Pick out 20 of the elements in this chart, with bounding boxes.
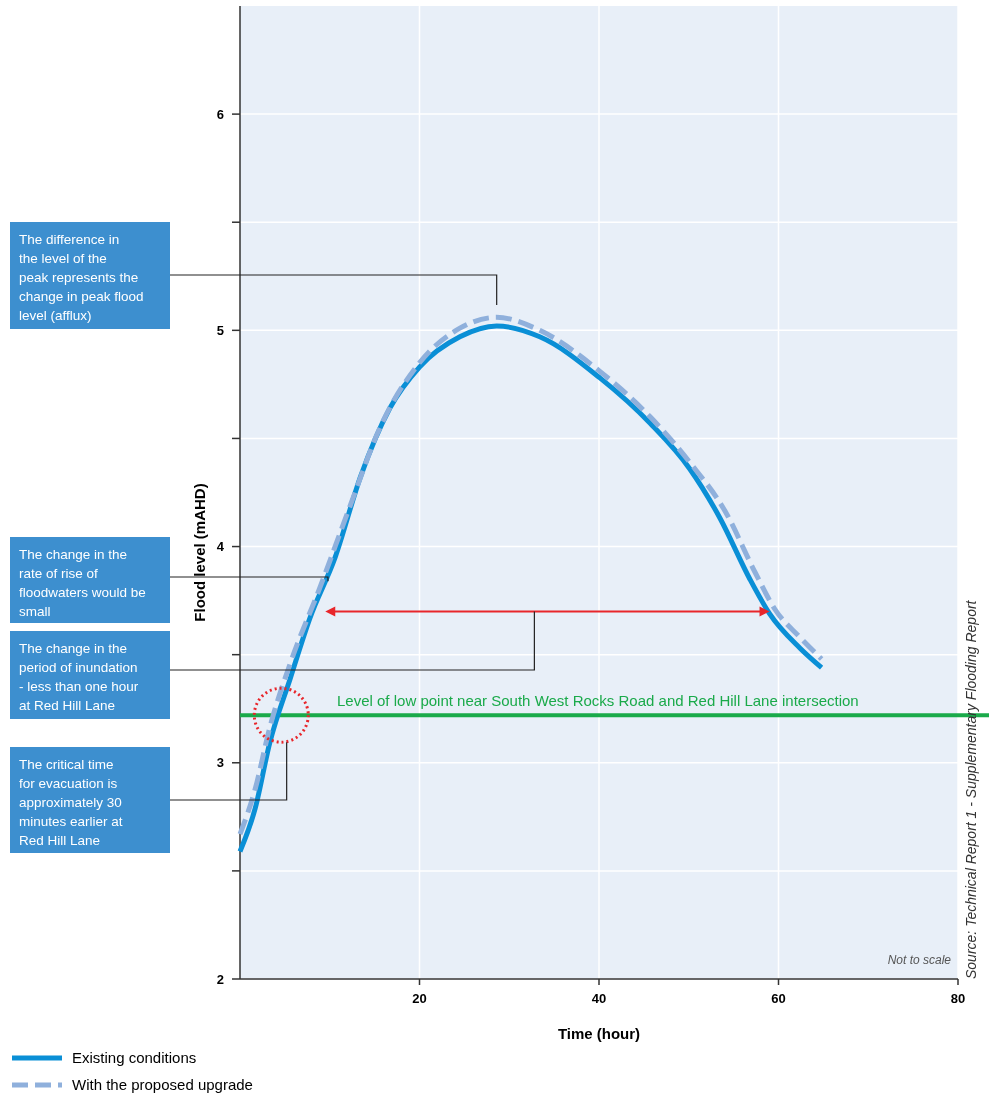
y-tick-label: 2 [216, 971, 224, 987]
text: The difference in the level of the peak represents the change in peak flood level (afflux) [19, 232, 144, 323]
x-axis-title: Time (hour) [557, 1025, 641, 1042]
annotation: Not to scale [887, 953, 952, 967]
x-tick-label: 60 [771, 991, 786, 1006]
x-tick-label: 20 [412, 991, 427, 1006]
y-axis-title: Flood level (mAHD) [191, 483, 208, 622]
source-note: Source: Technical Report 1 - Supplementary Flooding Report [963, 599, 979, 979]
x-tick-label: 40 [591, 991, 607, 1006]
text: The change in the rate of rise of floodwaters would be small [19, 547, 146, 619]
text: The critical time for evacuation is approximately 30 minutes earlier at Red Hill Lane [19, 757, 123, 848]
text: The change in the period of inundation - less than one hour at Red Hill Lane [19, 641, 139, 713]
y-tick-label: 5 [216, 322, 224, 338]
y-tick-label: 3 [216, 755, 224, 771]
legend-label: Existing conditions [72, 1049, 197, 1067]
y-tick-label: 4 [216, 539, 225, 555]
x-tick-label: 80 [950, 991, 966, 1006]
ref-line-label: Level of low point near South West Rocks Road and Red Hill Lane intersection [337, 692, 859, 710]
legend-label: With the proposed upgrade [72, 1076, 253, 1094]
y-tick-label: 6 [216, 106, 224, 122]
